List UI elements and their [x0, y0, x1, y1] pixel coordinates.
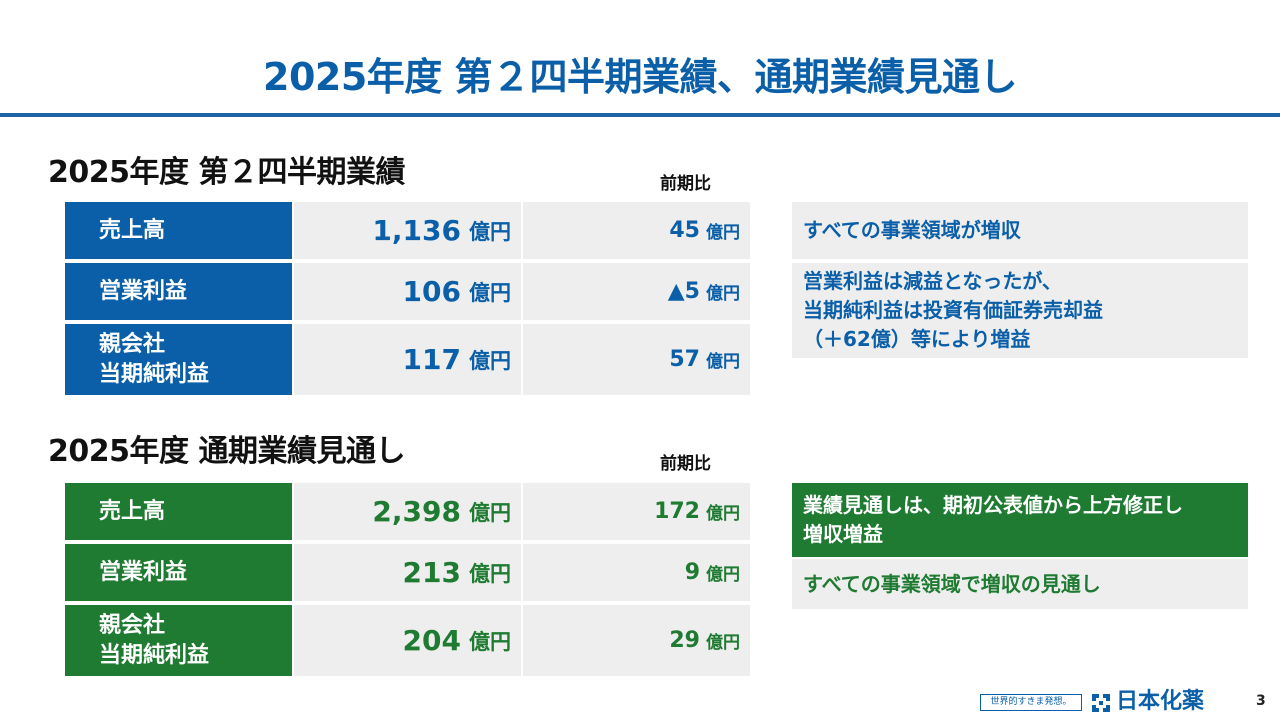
- note-line: すべての事業領域が増収: [803, 218, 1021, 242]
- value-number: 1,136: [372, 214, 461, 247]
- fy-note-highlight: 業績見通しは、期初公表値から上方修正し 増収増益: [792, 483, 1248, 557]
- q2-row-value: 106 億円: [294, 263, 521, 320]
- fy-row-label: 営業利益: [65, 544, 292, 601]
- fy-row-yoy: 29 億円: [523, 605, 750, 676]
- note-line: 営業利益は減益となったが、: [803, 269, 1062, 293]
- yoy-unit: 億円: [706, 633, 740, 653]
- yoy-unit: 億円: [706, 223, 740, 243]
- company-logo-text: 日本化薬: [1116, 689, 1205, 714]
- row-label-line: 親会社: [99, 331, 166, 357]
- nippon-kayaku-logo-icon: [1090, 692, 1112, 714]
- fy-row-yoy: 172 億円: [523, 483, 750, 540]
- yoy-number: 45: [669, 218, 700, 243]
- yoy-number: 29: [669, 628, 700, 653]
- q2-row-yoy: 57 億円: [523, 324, 750, 395]
- q2-row-yoy: 45 億円: [523, 202, 750, 259]
- value-unit: 億円: [469, 629, 511, 654]
- page-title: 2025年度 第２四半期業績、通期業績見通し: [263, 55, 1018, 99]
- fy-row-value: 204 億円: [294, 605, 521, 676]
- q2-row-label: 親会社 当期純利益: [65, 324, 292, 395]
- note-line: （＋62億）等により増益: [803, 327, 1031, 351]
- value-number: 2,398: [372, 495, 461, 528]
- fy-row-yoy: 9 億円: [523, 544, 750, 601]
- row-label-line: 当期純利益: [99, 361, 210, 387]
- q2-note: 営業利益は減益となったが、 当期純利益は投資有価証券売却益 （＋62億）等により…: [792, 263, 1248, 358]
- q2-row-value: 117 億円: [294, 324, 521, 395]
- row-label-line: 売上高: [99, 217, 166, 243]
- row-label-line: 当期純利益: [99, 642, 210, 668]
- value-number: 213: [402, 556, 461, 589]
- fy-row-label: 親会社 当期純利益: [65, 605, 292, 676]
- q2-row-value: 1,136 億円: [294, 202, 521, 259]
- fy-heading: 2025年度 通期業績見通し: [48, 434, 405, 469]
- yoy-unit: 億円: [706, 504, 740, 524]
- q2-heading: 2025年度 第２四半期業績: [48, 155, 405, 190]
- fy-note: すべての事業領域で増収の見通し: [792, 559, 1248, 609]
- row-label-line: 親会社: [99, 612, 166, 638]
- yoy-unit: 億円: [706, 284, 740, 304]
- yoy-unit: 億円: [706, 565, 740, 585]
- q2-note: すべての事業領域が増収: [792, 202, 1248, 259]
- note-line: 当期純利益は投資有価証券売却益: [803, 298, 1103, 322]
- yoy-number: 57: [669, 347, 700, 372]
- value-number: 204: [402, 624, 461, 657]
- value-unit: 億円: [469, 500, 511, 525]
- fy-row-label: 売上高: [65, 483, 292, 540]
- note-line: 増収増益: [803, 522, 883, 546]
- row-label-line: 営業利益: [99, 278, 188, 304]
- fy-row-value: 2,398 億円: [294, 483, 521, 540]
- page-number: 3: [1256, 693, 1266, 709]
- yoy-number: 9: [684, 560, 700, 585]
- q2-row-label: 売上高: [65, 202, 292, 259]
- note-line: すべての事業領域で増収の見通し: [803, 571, 1101, 596]
- value-unit: 億円: [469, 280, 511, 305]
- value-unit: 億円: [469, 561, 511, 586]
- fy-row-value: 213 億円: [294, 544, 521, 601]
- note-line: 業績見通しは、期初公表値から上方修正し: [803, 493, 1183, 517]
- value-number: 117: [402, 343, 461, 376]
- yoy-unit: 億円: [706, 352, 740, 372]
- row-label-line: 売上高: [99, 498, 166, 524]
- value-number: 106: [402, 275, 461, 308]
- value-unit: 億円: [469, 348, 511, 373]
- row-label-line: 営業利益: [99, 559, 188, 585]
- fy-yoy-heading: 前期比: [660, 454, 711, 474]
- value-unit: 億円: [469, 219, 511, 244]
- q2-yoy-heading: 前期比: [660, 174, 711, 194]
- company-tagline: 世界的すきま発想。: [980, 694, 1082, 711]
- title-divider: [0, 113, 1280, 117]
- yoy-number: ▲5: [667, 279, 700, 304]
- q2-row-yoy: ▲5 億円: [523, 263, 750, 320]
- yoy-number: 172: [654, 499, 700, 524]
- q2-row-label: 営業利益: [65, 263, 292, 320]
